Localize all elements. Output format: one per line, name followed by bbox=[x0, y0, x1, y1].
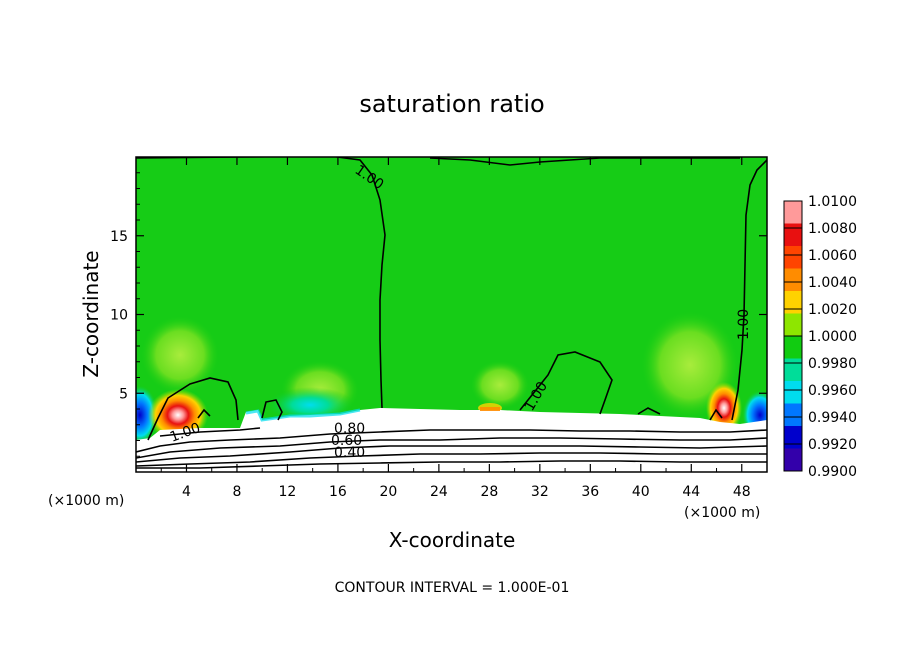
colorbar-cell bbox=[784, 246, 802, 269]
colorbar-label: 1.0020 bbox=[808, 302, 857, 318]
colorbar-cell bbox=[784, 223, 802, 247]
colorbar-label: 0.9960 bbox=[808, 383, 857, 399]
x-axis: 4 8 12 16 20 24 28 32 36 40 44 48 bbox=[160, 157, 751, 500]
chart-title: saturation ratio bbox=[359, 90, 544, 118]
colorbar-cell bbox=[784, 336, 802, 359]
x-tick-label: 4 bbox=[182, 484, 191, 500]
x-tick-label: 40 bbox=[632, 484, 650, 500]
colorbar-label: 1.0100 bbox=[808, 194, 857, 210]
colorbar-label: 0.9900 bbox=[808, 464, 857, 480]
contour-lines bbox=[136, 157, 767, 469]
y-tick-label: 10 bbox=[110, 308, 128, 324]
x-tick-label: 12 bbox=[279, 484, 297, 500]
colorbar-label: 0.9920 bbox=[808, 437, 857, 453]
saturation-field bbox=[136, 157, 767, 472]
x-tick-label: 32 bbox=[531, 484, 549, 500]
x-tick-label: 48 bbox=[733, 484, 751, 500]
x-tick-label: 24 bbox=[430, 484, 448, 500]
x-unit-right: (×1000 m) bbox=[684, 505, 760, 521]
x-tick-label: 28 bbox=[480, 484, 498, 500]
x-axis-label: X-coordinate bbox=[389, 528, 516, 552]
y-tick-label: 5 bbox=[119, 386, 128, 402]
colorbar: 1.0100 1.0080 1.0060 1.0040 1.0020 1.0000 0.99… bbox=[783, 194, 857, 480]
field-highlight-left bbox=[140, 315, 220, 395]
colorbar-cell bbox=[784, 268, 802, 292]
x-tick-label: 16 bbox=[329, 484, 347, 500]
colorbar-cell bbox=[784, 291, 802, 314]
colorbar-label: 1.0060 bbox=[808, 248, 857, 264]
contour-label: 0.40 bbox=[334, 445, 365, 461]
x-tick-label: 44 bbox=[682, 484, 700, 500]
colorbar-cell bbox=[784, 426, 802, 449]
x-unit-left: (×1000 m) bbox=[48, 493, 124, 509]
contour-label: 1.00 bbox=[736, 309, 752, 340]
x-tick-label: 20 bbox=[379, 484, 397, 500]
colorbar-cell bbox=[784, 448, 802, 472]
colorbar-label: 0.9940 bbox=[808, 410, 857, 426]
contour-label: 0.60 bbox=[331, 433, 362, 449]
colorbar-cell bbox=[784, 381, 802, 404]
colorbar-cell bbox=[784, 201, 802, 224]
colorbar-cell bbox=[784, 358, 802, 382]
contour-interval-note: CONTOUR INTERVAL = 1.000E-01 bbox=[335, 580, 570, 596]
colorbar-label: 1.0000 bbox=[808, 329, 857, 345]
field-hotspot-left bbox=[148, 389, 208, 441]
y-tick-label: 15 bbox=[110, 229, 128, 245]
field-highlight-center bbox=[470, 360, 530, 410]
colorbar-label: 1.0040 bbox=[808, 275, 857, 291]
colorbar-label: 0.9980 bbox=[808, 356, 857, 372]
colorbar-cell bbox=[784, 403, 802, 427]
x-tick-label: 8 bbox=[232, 484, 241, 500]
x-tick-label: 36 bbox=[581, 484, 599, 500]
colorbar-cell bbox=[784, 313, 802, 337]
contour-label: 0.80 bbox=[334, 421, 365, 437]
y-axis: 5 10 15 bbox=[110, 172, 767, 457]
y-axis-label: Z-coordinate bbox=[79, 250, 103, 377]
colorbar-label: 1.0080 bbox=[808, 221, 857, 237]
